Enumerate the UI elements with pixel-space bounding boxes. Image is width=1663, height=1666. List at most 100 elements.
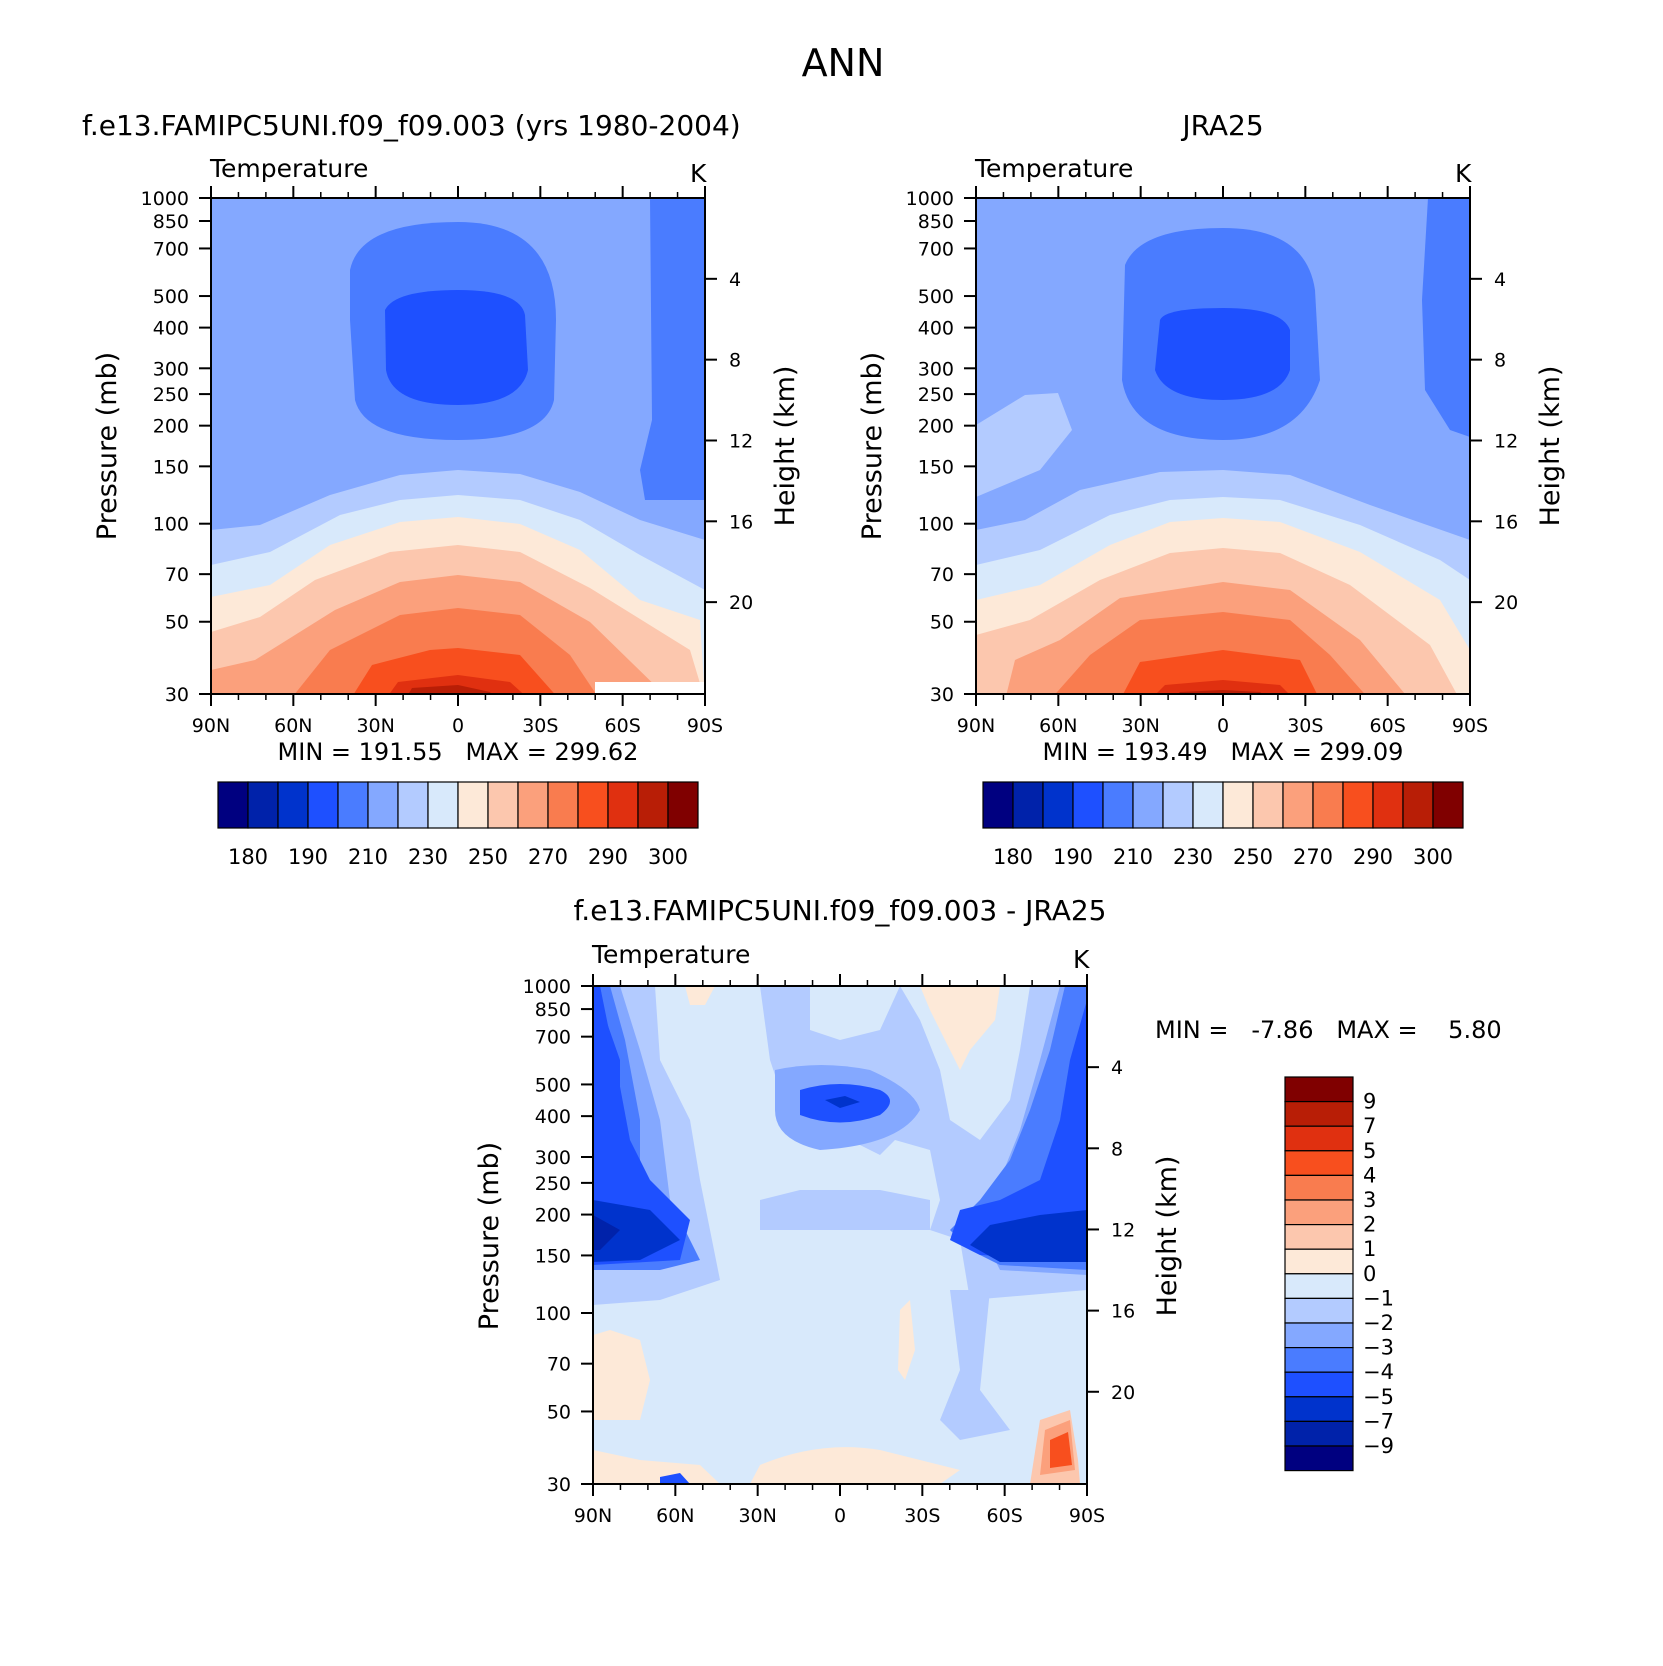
- colorbar-box: [1284, 1346, 1354, 1373]
- y-tick-label: 30: [930, 684, 954, 706]
- colorbar-label: 290: [1353, 845, 1393, 869]
- y-tick-label: 400: [153, 318, 189, 340]
- y-axis-label: Pressure (mb): [92, 352, 123, 540]
- y2-axis-label: Height (km): [1535, 366, 1566, 527]
- colorbar-label: 250: [1233, 845, 1273, 869]
- stats-text: MIN = 193.49 MAX = 299.09: [1043, 738, 1404, 766]
- y2-tick-label: 8: [729, 350, 741, 372]
- colorbar-box: [1252, 781, 1284, 829]
- y-tick-label: 70: [930, 564, 954, 586]
- colorbar-label: 190: [288, 845, 328, 869]
- colorbar-box: [1402, 781, 1434, 829]
- colorbar-label: 180: [993, 845, 1033, 869]
- x-tick-label: 60S: [1370, 715, 1406, 737]
- colorbar-box: [1282, 781, 1314, 829]
- x-tick-label: 60N: [656, 1505, 694, 1527]
- y-tick-label: 200: [153, 416, 189, 438]
- y2-tick-label: 12: [1111, 1219, 1135, 1241]
- y-tick-label: 1000: [523, 976, 571, 998]
- y-tick-label: 250: [535, 1173, 571, 1195]
- colorbar-box: [1132, 781, 1164, 829]
- colorbar-box: [367, 781, 399, 829]
- colorbar-box: [577, 781, 609, 829]
- panel-units: K: [1073, 945, 1090, 974]
- y-tick-label: 400: [918, 318, 954, 340]
- x-tick-label: 0: [834, 1505, 846, 1527]
- colorbar-label: 210: [348, 845, 388, 869]
- colorbar-label: 7: [1363, 1114, 1376, 1138]
- y-axis-label: Pressure (mb): [474, 1142, 505, 1330]
- y-tick-label: 200: [535, 1205, 571, 1227]
- x-tick-label: 0: [452, 715, 464, 737]
- panel-title: JRA25: [1180, 109, 1263, 142]
- y-tick-label: 150: [153, 456, 189, 478]
- colorbar-label: −9: [1363, 1434, 1394, 1458]
- y2-axis-label: Height (km): [770, 366, 801, 527]
- colorbar-box: [637, 781, 669, 829]
- colorbar-box: [337, 781, 369, 829]
- colorbar-box: [1284, 1248, 1354, 1275]
- y-tick-label: 150: [535, 1245, 571, 1267]
- y-tick-label: 700: [153, 238, 189, 260]
- colorbar-box: [1162, 781, 1194, 829]
- colorbar: 180 190 210 230 250 270 290 300: [982, 781, 1464, 869]
- colorbar-box: [1372, 781, 1404, 829]
- x-tick-label: 60N: [1039, 715, 1077, 737]
- x-tick-label: 90N: [957, 715, 995, 737]
- colorbar-box: [1192, 781, 1224, 829]
- y-tick-label: 100: [153, 514, 189, 536]
- y-tick-label: 100: [918, 514, 954, 536]
- x-tick-label: 30S: [904, 1505, 940, 1527]
- colorbar-box: [1012, 781, 1044, 829]
- y-tick-label: 500: [153, 286, 189, 308]
- colorbar-box: [247, 781, 279, 829]
- y-tick-label: 850: [918, 211, 954, 233]
- y-tick-label: 70: [165, 564, 189, 586]
- y-tick-label: 500: [535, 1074, 571, 1096]
- x-tick-label: 30N: [738, 1505, 776, 1527]
- y-tick-label: 500: [918, 286, 954, 308]
- panel-variable: Temperature: [209, 154, 368, 183]
- colorbar-box: [1432, 781, 1464, 829]
- colorbar-box: [1102, 781, 1134, 829]
- y2-tick-label: 16: [729, 511, 753, 533]
- panel-model: f.e13.FAMIPC5UNI.f09_f09.003 (yrs 1980-2…: [82, 109, 801, 869]
- colorbar-box: [1284, 1297, 1354, 1324]
- y-tick-label: 50: [165, 612, 189, 634]
- colorbar-label: 1: [1363, 1237, 1376, 1261]
- y-tick-label: 250: [918, 384, 954, 406]
- y2-tick-label: 12: [1494, 430, 1518, 452]
- colorbar-box: [982, 781, 1014, 829]
- panel-observation: JRA25 Temperature K Pressure (mb) Height…: [857, 109, 1566, 869]
- colorbar-box: [667, 781, 699, 829]
- y-axis-label: Pressure (mb): [857, 352, 888, 540]
- x-tick-label: 30S: [522, 715, 558, 737]
- panel-units: K: [1455, 159, 1472, 188]
- y2-tick-label: 20: [1494, 592, 1518, 614]
- y-tick-label: 700: [535, 1027, 571, 1049]
- panel-title: f.e13.FAMIPC5UNI.f09_f09.003 (yrs 1980-2…: [82, 109, 741, 142]
- panel-difference: f.e13.FAMIPC5UNI.f09_f09.003 - JRA25 Tem…: [474, 894, 1502, 1527]
- colorbar-label: 270: [1293, 845, 1333, 869]
- colorbar-label: 3: [1363, 1188, 1376, 1212]
- colorbar-box: [217, 781, 249, 829]
- contour-field: [976, 198, 1470, 694]
- y-tick-label: 250: [153, 384, 189, 406]
- x-tick-label: 60S: [987, 1505, 1023, 1527]
- y-tick-label: 850: [535, 999, 571, 1021]
- colorbar-label: 9: [1363, 1090, 1376, 1114]
- x-tick-label: 30N: [356, 715, 394, 737]
- panel-variable: Temperature: [974, 154, 1133, 183]
- colorbar-box: [1284, 1076, 1354, 1103]
- colorbar-label: 180: [228, 845, 268, 869]
- y-tick-label: 1000: [906, 188, 954, 210]
- colorbar-box: [1342, 781, 1374, 829]
- colorbar-box: [277, 781, 309, 829]
- colorbar-box: [1284, 1445, 1354, 1472]
- x-tick-label: 0: [1217, 715, 1229, 737]
- colorbar-box: [1222, 781, 1254, 829]
- contour-field: [211, 198, 705, 694]
